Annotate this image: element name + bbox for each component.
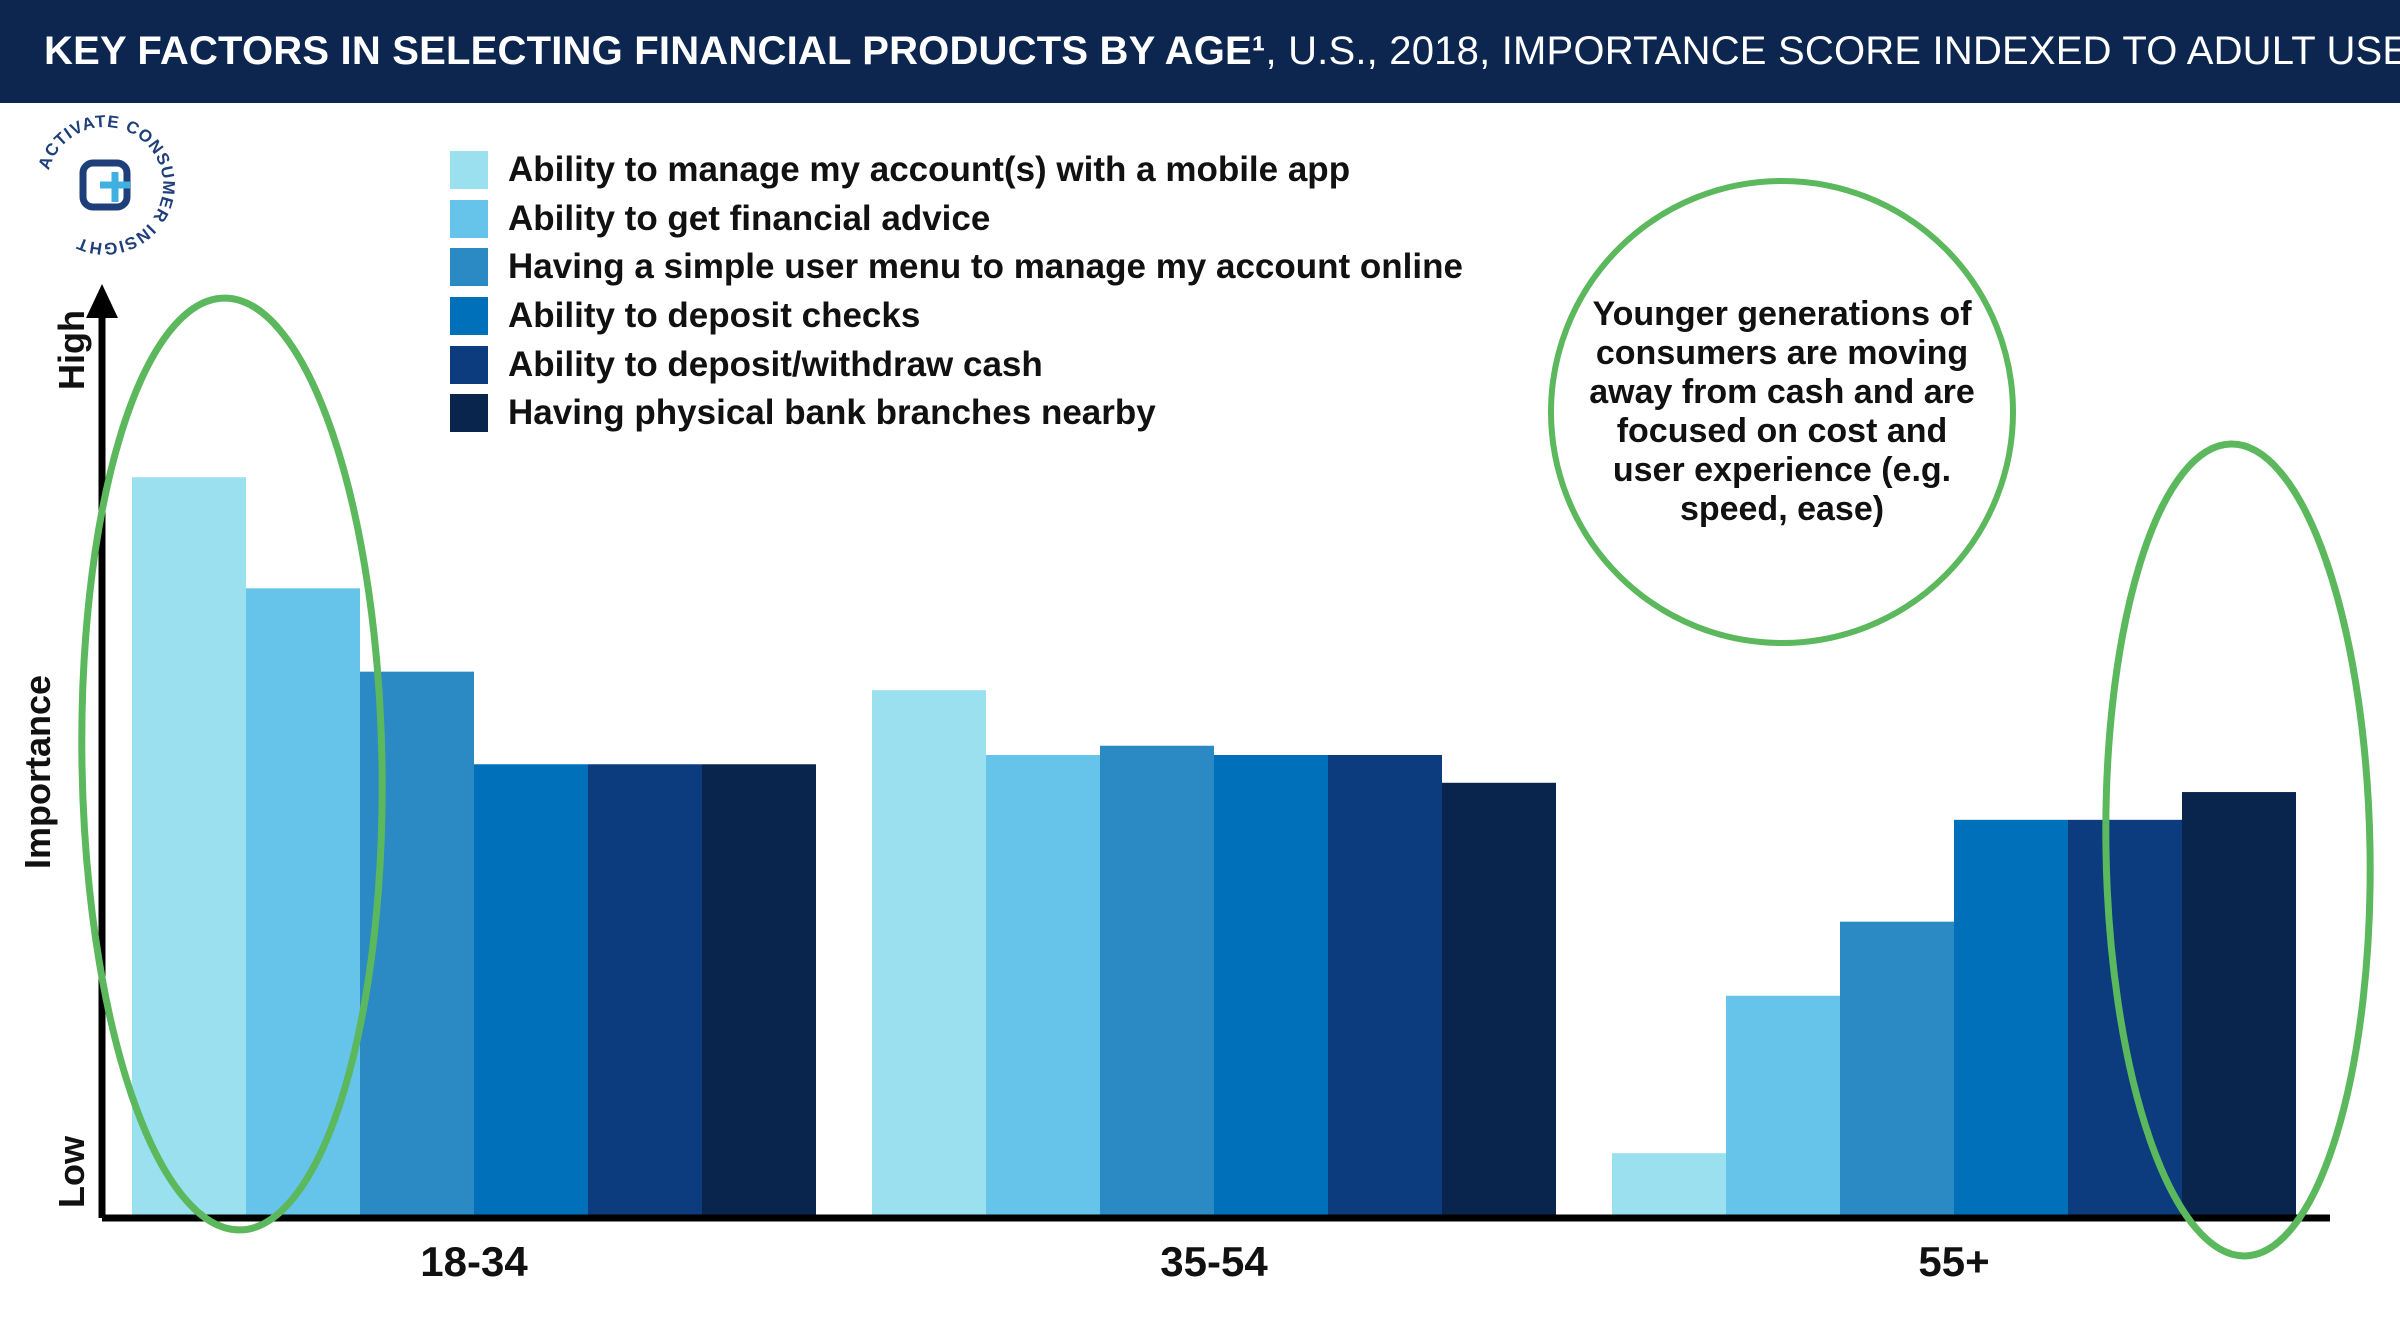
bar — [872, 690, 986, 1218]
bar — [986, 755, 1100, 1218]
legend-item: Having a simple user menu to manage my a… — [450, 243, 1463, 292]
bar — [1214, 755, 1328, 1218]
legend-item: Having physical bank branches nearby — [450, 389, 1463, 438]
legend-swatch — [450, 345, 488, 384]
legend-label: Ability to manage my account(s) with a m… — [508, 150, 1351, 190]
bar — [1100, 745, 1214, 1218]
chart-legend: Ability to manage my account(s) with a m… — [450, 146, 1463, 438]
chart-title-bold: KEY FACTORS IN SELECTING FINANCIAL PRODU… — [44, 29, 1266, 73]
y-axis-low-label: Low — [51, 1135, 92, 1208]
legend-label: Having a simple user menu to manage my a… — [508, 247, 1463, 287]
chart-title-normal: , U.S., 2018, IMPORTANCE SCORE INDEXED T… — [1265, 29, 2400, 73]
legend-swatch — [450, 199, 488, 238]
legend-label: Ability to get financial advice — [508, 198, 991, 238]
legend-item: Ability to deposit checks — [450, 292, 1463, 341]
bar — [1612, 1153, 1726, 1218]
callout-circle: Younger generations of consumers are mov… — [1548, 178, 2016, 646]
bar — [246, 588, 360, 1218]
legend-item: Ability to deposit/withdraw cash — [450, 340, 1463, 389]
legend-swatch — [450, 297, 488, 336]
y-axis-label: Importance — [17, 675, 58, 869]
category-label: 55+ — [1918, 1238, 1989, 1285]
bar — [1840, 921, 1954, 1218]
legend-swatch — [450, 151, 488, 190]
title-bar: KEY FACTORS IN SELECTING FINANCIAL PRODU… — [0, 0, 2400, 103]
category-label: 35-54 — [1160, 1238, 1268, 1285]
bar — [2182, 792, 2296, 1218]
bar — [132, 477, 246, 1218]
callout-text: Younger generations of consumers are mov… — [1589, 294, 1975, 529]
bar — [1328, 755, 1442, 1218]
bar — [1726, 995, 1840, 1218]
highlight-ellipse — [78, 294, 386, 1234]
bar — [588, 764, 702, 1218]
legend-item: Ability to get financial advice — [450, 195, 1463, 244]
bar — [2068, 819, 2182, 1218]
legend-item: Ability to manage my account(s) with a m… — [450, 146, 1463, 195]
activate-logo-icon: ACTIVATE CONSUMER INSIGHT — [34, 112, 177, 259]
y-axis-arrow-icon — [86, 284, 118, 318]
bar — [360, 671, 474, 1218]
legend-swatch — [450, 248, 488, 287]
bar — [702, 764, 816, 1218]
y-axis-high-label: High — [51, 310, 92, 390]
legend-swatch — [450, 394, 488, 433]
category-label: 18-34 — [420, 1238, 528, 1285]
bar — [474, 764, 588, 1218]
legend-label: Ability to deposit checks — [508, 296, 921, 336]
bar — [1442, 782, 1556, 1218]
chart-title: KEY FACTORS IN SELECTING FINANCIAL PRODU… — [44, 29, 2400, 74]
bar — [1954, 819, 2068, 1218]
highlight-ellipse — [2102, 440, 2374, 1260]
legend-label: Ability to deposit/withdraw cash — [508, 344, 1043, 384]
legend-label: Having physical bank branches nearby — [508, 393, 1156, 433]
